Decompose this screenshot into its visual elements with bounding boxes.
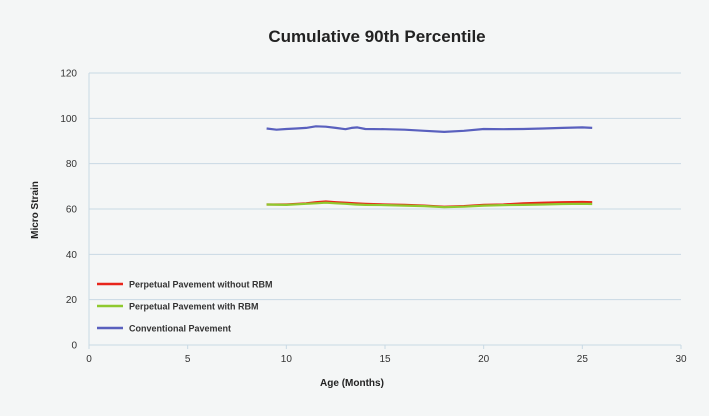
gridlines [89, 72, 681, 301]
y-tick-label: 40 [66, 250, 78, 261]
y-tick-label: 80 [66, 159, 78, 170]
y-tick-label: 0 [71, 341, 77, 352]
y-tick-label: 60 [66, 205, 78, 216]
y-axis-label: Micro Strain [30, 181, 41, 239]
series-lines [266, 125, 593, 209]
y-tick-label: 120 [60, 69, 77, 80]
y-tick-label: 20 [66, 295, 78, 306]
y-tick-label: 100 [60, 114, 77, 125]
x-tick-label: 20 [478, 354, 490, 365]
axes [88, 73, 682, 349]
legend: Perpetual Pavement without RBM Perpetual … [97, 280, 273, 334]
series-line-2 [266, 201, 593, 209]
legend-label-3: Conventional Pavement [129, 324, 231, 334]
x-tick-label: 10 [281, 354, 293, 365]
y-tick-labels: 0 20 40 60 80 100 120 [60, 69, 77, 352]
x-tick-label: 30 [675, 354, 687, 365]
x-tick-label: 0 [86, 354, 92, 365]
x-tick-label: 25 [577, 354, 589, 365]
legend-label-1: Perpetual Pavement without RBM [129, 280, 273, 290]
x-tick-labels: 0 5 10 15 20 25 30 [86, 354, 687, 365]
x-tick-label: 5 [185, 354, 191, 365]
chart-title: Cumulative 90th Percentile [268, 27, 485, 46]
x-tick-label: 15 [379, 354, 391, 365]
series-line-3 [266, 125, 593, 133]
x-axis-label: Age (Months) [320, 378, 384, 389]
legend-label-2: Perpetual Pavement with RBM [129, 302, 259, 312]
